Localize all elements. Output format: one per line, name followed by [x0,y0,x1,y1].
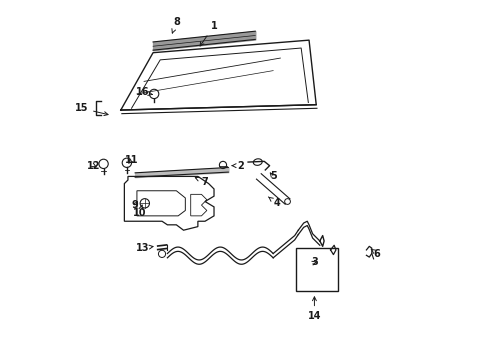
Text: 6: 6 [370,248,380,258]
Bar [296,248,337,291]
Text: 16: 16 [135,87,152,97]
Text: 4: 4 [268,197,280,208]
Text: 12: 12 [87,161,101,171]
Text: 10: 10 [133,205,146,218]
Text: 11: 11 [124,155,138,165]
Text: 9: 9 [131,200,138,210]
Text: 8: 8 [172,17,180,33]
Text: 5: 5 [269,171,276,181]
Text: 1: 1 [200,21,217,46]
Text: 14: 14 [307,297,321,321]
Text: 7: 7 [195,177,208,187]
Text: 13: 13 [135,243,153,253]
Text: 3: 3 [310,257,317,267]
Text: 15: 15 [75,103,108,116]
Text: 2: 2 [231,161,244,171]
